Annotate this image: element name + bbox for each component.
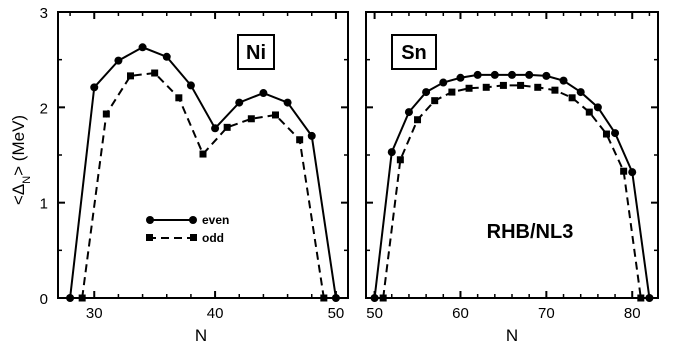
data-point-odd (296, 136, 304, 144)
data-point-even (114, 56, 123, 65)
data-point-even (422, 88, 431, 97)
data-point-odd (602, 130, 610, 138)
legend-even-marker-right (189, 216, 197, 224)
data-point-odd (465, 84, 473, 92)
data-point-even (235, 98, 244, 107)
data-point-even (331, 294, 340, 302)
data-point-even (473, 70, 482, 79)
data-point-even (628, 168, 637, 177)
legend-odd-label: odd (202, 231, 224, 245)
ni-panel: <ΔN> (MeV) N Ni even odd 30 40 50 0 1 2 3 (9, 5, 349, 345)
x-tick-label: 80 (624, 305, 641, 322)
data-point-odd (499, 81, 507, 89)
data-point-even (645, 294, 654, 302)
data-point-odd (637, 294, 645, 302)
data-point-odd (151, 69, 159, 77)
data-point-even (439, 78, 448, 87)
x-axis-label: N (506, 326, 518, 345)
data-point-odd (414, 116, 422, 124)
series-line-odd (81, 71, 325, 299)
data-point-even (259, 89, 268, 98)
data-point-odd (127, 72, 134, 80)
data-point-even (211, 124, 220, 133)
data-point-even (387, 148, 396, 157)
y-tick-label: 1 (40, 196, 48, 213)
legend: even odd (146, 213, 229, 245)
x-axis-label: N (195, 326, 207, 345)
data-point-odd (78, 294, 86, 302)
data-point-odd (620, 167, 628, 175)
data-point-even (559, 76, 568, 85)
data-point-odd (102, 110, 110, 118)
data-point-even (162, 52, 171, 61)
legend-even-label: even (202, 213, 229, 227)
data-point-odd (568, 94, 576, 102)
data-point-odd (534, 83, 542, 91)
data-point-even (508, 70, 516, 79)
data-point-odd (223, 123, 231, 131)
data-point-odd (585, 108, 593, 116)
data-point-odd (379, 294, 387, 302)
data-point-odd (551, 86, 559, 94)
x-tick-label: 60 (452, 305, 469, 322)
data-point-even (593, 103, 602, 112)
data-point-odd (448, 88, 456, 96)
data-point-even (404, 108, 413, 117)
data-point-odd (517, 81, 525, 89)
legend-even-marker-left (146, 216, 154, 224)
series-line-odd (382, 84, 642, 299)
data-point-even (576, 88, 585, 97)
x-tick-label: 50 (328, 305, 345, 322)
y-tick-label: 0 (40, 291, 48, 308)
data-point-odd (247, 115, 255, 123)
data-point-even (490, 70, 499, 79)
data-point-odd (272, 111, 279, 119)
data-point-odd (320, 294, 328, 302)
data-point-even (370, 294, 379, 302)
data-point-even (283, 98, 292, 107)
method-annotation: RHB/NL3 (487, 221, 574, 243)
legend-odd-marker-right (190, 234, 197, 241)
panel-label: Ni (246, 42, 266, 64)
x-tick-label: 40 (207, 305, 224, 322)
y-tick-label: 3 (40, 5, 48, 22)
legend-odd-marker-left (146, 234, 153, 241)
x-tick-label: 30 (86, 305, 103, 322)
sn-panel: N Sn RHB/NL3 50 60 70 80 (365, 11, 659, 345)
series-line-even (373, 73, 651, 299)
data-point-even (611, 129, 620, 138)
data-point-even (90, 83, 99, 92)
data-point-even (525, 70, 534, 79)
data-point-even (138, 43, 147, 52)
data-point-even (186, 81, 195, 90)
data-point-odd (199, 150, 207, 158)
data-point-even (307, 131, 316, 140)
data-point-even (66, 294, 75, 302)
y-axis-label: <ΔN> (MeV) (9, 115, 33, 205)
data-point-odd (431, 97, 439, 105)
data-point-odd (396, 156, 404, 164)
panel-label-box (391, 34, 437, 70)
data-point-even (456, 73, 465, 82)
data-point-odd (482, 83, 490, 91)
x-tick-label: 70 (538, 305, 555, 322)
data-point-odd (175, 94, 183, 102)
panel-label-box (237, 34, 275, 70)
series-line-even (69, 46, 337, 299)
x-tick-label: 50 (366, 305, 383, 322)
data-point-even (542, 71, 551, 80)
panel-label: Sn (401, 42, 427, 64)
y-tick-label: 2 (40, 100, 48, 117)
